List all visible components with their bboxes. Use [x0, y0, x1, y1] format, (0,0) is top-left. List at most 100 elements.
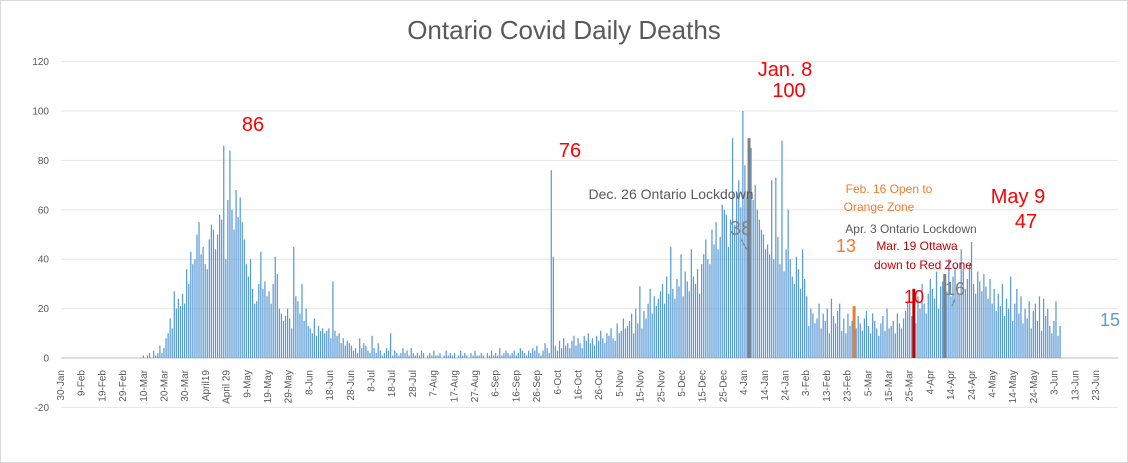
- bar: [1007, 308, 1010, 358]
- bar: [439, 353, 441, 358]
- x-tick-label: 7-Aug: [429, 370, 440, 397]
- bar: [237, 217, 239, 358]
- y-tick-label: 20: [38, 304, 50, 315]
- annotation-label: 15: [1100, 310, 1120, 330]
- bar: [766, 244, 769, 358]
- x-tick-label: 15-Nov: [636, 370, 647, 402]
- bar: [167, 333, 169, 358]
- bar: [859, 323, 861, 358]
- bar: [348, 343, 351, 358]
- bar: [565, 345, 567, 358]
- bar: [1005, 298, 1008, 358]
- bar: [521, 350, 524, 358]
- x-tick-label: 5-Nov: [615, 370, 626, 397]
- bar: [383, 353, 386, 358]
- bar: [431, 355, 433, 358]
- bar: [694, 283, 697, 358]
- bar: [834, 323, 837, 358]
- bar: [212, 229, 215, 358]
- bar: [890, 325, 892, 358]
- bar: [781, 140, 783, 358]
- bar: [1032, 311, 1034, 358]
- chart-title: Ontario Covid Daily Deaths: [407, 15, 721, 45]
- bar: [443, 355, 445, 358]
- bar: [832, 316, 835, 358]
- bar: [284, 316, 287, 358]
- bar: [995, 311, 997, 358]
- bar: [674, 298, 676, 358]
- bar: [1038, 296, 1041, 358]
- bar: [398, 355, 400, 358]
- bar: [183, 303, 186, 358]
- bar: [874, 320, 876, 358]
- bar: [379, 350, 381, 358]
- bar: [389, 333, 392, 358]
- bar: [515, 355, 517, 358]
- bar: [319, 330, 322, 358]
- bar: [1045, 316, 1047, 358]
- x-tick-label: 8-Jul: [367, 370, 378, 392]
- x-tick-label: 24-Apr: [967, 369, 978, 400]
- bar: [420, 350, 423, 358]
- bar: [775, 177, 777, 358]
- bar: [867, 325, 870, 358]
- bar: [942, 281, 944, 358]
- bar: [196, 234, 198, 358]
- bar: [546, 348, 548, 358]
- bar: [527, 350, 530, 358]
- annotation-label: Apr. 3 Ontario Lockdown: [845, 222, 976, 236]
- bar: [406, 350, 408, 358]
- bar: [507, 353, 509, 358]
- bar: [610, 328, 612, 358]
- x-tick-label: 14-Apr: [946, 369, 957, 400]
- bar: [373, 348, 375, 358]
- bar: [563, 338, 565, 358]
- bar: [239, 197, 241, 358]
- bar: [981, 291, 983, 358]
- bar: [243, 239, 245, 358]
- bar: [560, 348, 563, 358]
- bar: [142, 355, 145, 358]
- bar: [777, 236, 779, 358]
- bar: [717, 249, 719, 358]
- bar: [280, 313, 283, 358]
- bar: [400, 353, 402, 358]
- bar: [602, 338, 604, 358]
- bar: [548, 353, 550, 358]
- bar: [359, 338, 361, 358]
- bar: [670, 246, 672, 358]
- bar: [620, 330, 622, 358]
- bar: [758, 219, 760, 358]
- bar: [262, 288, 264, 358]
- bar: [542, 350, 544, 358]
- bar: [703, 254, 705, 358]
- bar: [297, 301, 299, 358]
- bar: [235, 190, 237, 358]
- bar: [330, 338, 332, 358]
- bar: [684, 271, 686, 358]
- bar: [970, 241, 973, 358]
- bar: [569, 348, 571, 358]
- bar: [1014, 303, 1016, 358]
- bar: [221, 219, 223, 358]
- bar: [317, 325, 320, 358]
- bar: [925, 313, 927, 358]
- x-tick-label: 17-Aug: [449, 370, 460, 402]
- bar: [227, 199, 229, 358]
- bar: [855, 328, 857, 358]
- bar: [707, 259, 709, 358]
- bar: [904, 311, 907, 358]
- y-tick-label: -20: [35, 403, 50, 414]
- bar: [651, 313, 653, 358]
- bar: [948, 259, 950, 358]
- bar: [1018, 313, 1020, 358]
- bar: [661, 283, 664, 358]
- bar: [202, 246, 204, 358]
- bar: [987, 298, 989, 358]
- bar: [863, 318, 866, 358]
- gridlines: [61, 61, 1118, 408]
- bar: [841, 330, 843, 358]
- bar: [445, 350, 447, 358]
- x-tick-label: 3-Jun: [1050, 370, 1061, 395]
